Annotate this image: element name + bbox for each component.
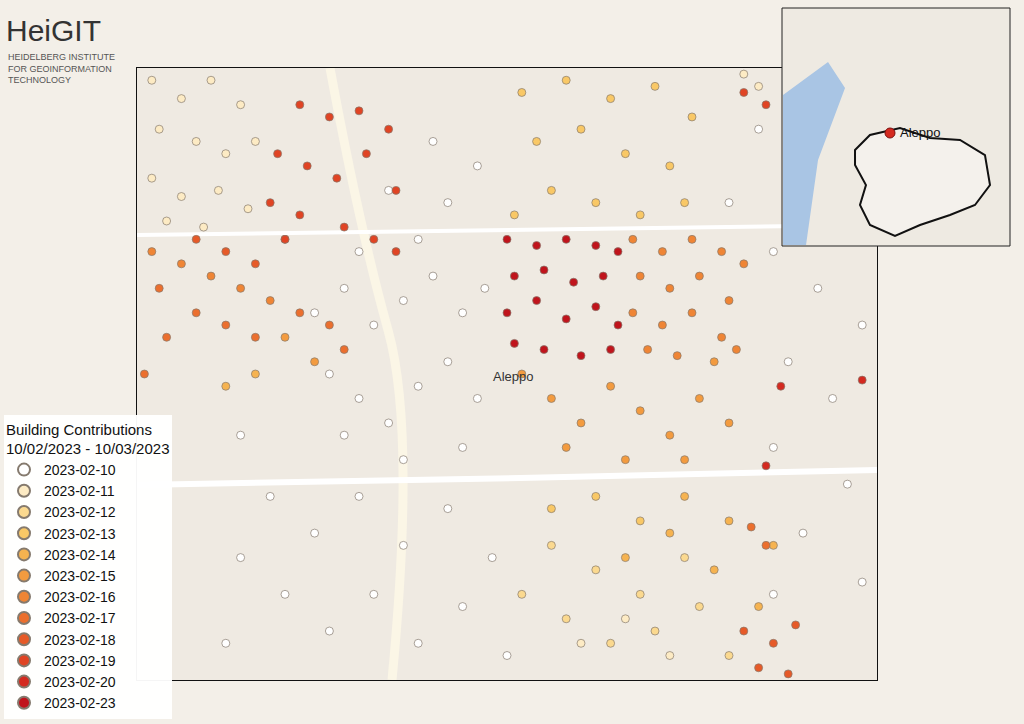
svg-text:2023-02-15: 2023-02-15 [44,568,116,584]
svg-text:HEIDELBERG INSTITUTEFOR GEOINF: HEIDELBERG INSTITUTEFOR GEOINFORMATIONTE… [8,52,115,85]
svg-text:2023-02-20: 2023-02-20 [44,674,116,690]
svg-text:HeiGIT: HeiGIT [6,14,101,47]
svg-text:2023-02-11: 2023-02-11 [44,483,115,499]
svg-text:2023-02-16: 2023-02-16 [44,589,116,605]
svg-text:2023-02-10: 2023-02-10 [44,462,116,478]
svg-text:2023-02-17: 2023-02-17 [44,610,116,626]
svg-text:2023-02-19: 2023-02-19 [44,653,116,669]
svg-text:2023-02-12: 2023-02-12 [44,504,116,520]
svg-text:Aleppo: Aleppo [900,125,940,140]
svg-text:2023-02-23: 2023-02-23 [44,695,116,711]
svg-text:2023-02-13: 2023-02-13 [44,526,116,542]
svg-text:2023-02-14: 2023-02-14 [44,547,116,563]
svg-text:Building Contributions10/02/20: Building Contributions10/02/2023 - 10/03… [6,421,169,458]
svg-text:2023-02-18: 2023-02-18 [44,632,116,648]
svg-text:Aleppo: Aleppo [493,369,533,384]
